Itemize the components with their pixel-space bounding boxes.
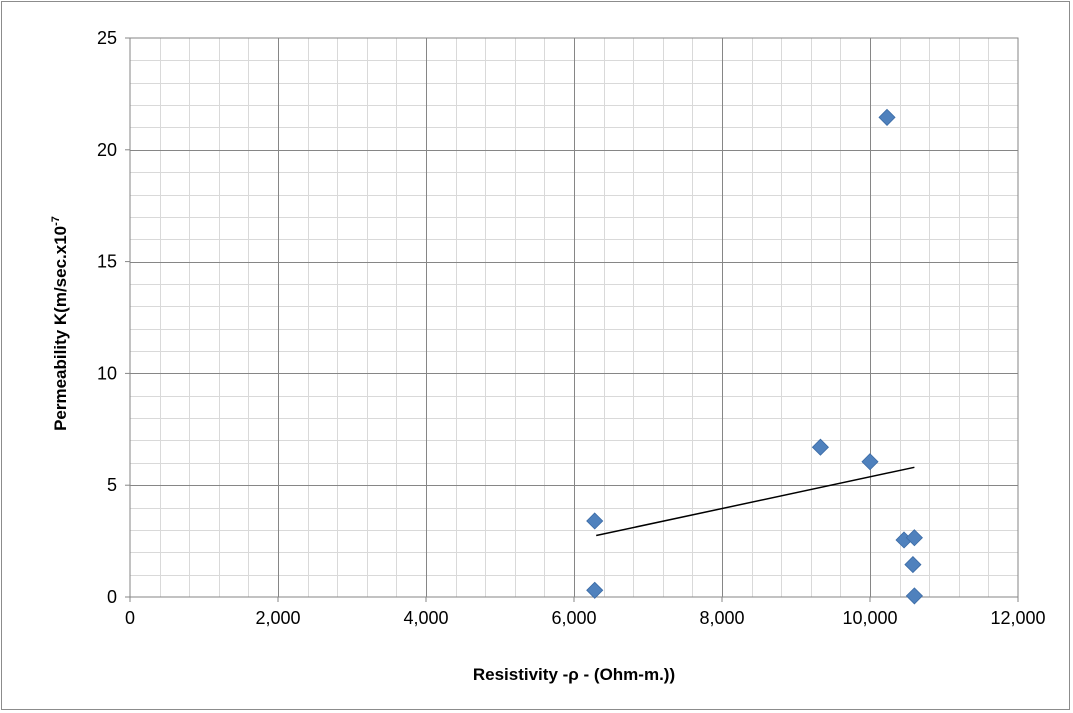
y-tick-label: 25	[97, 28, 117, 48]
x-tick-label: 6,000	[551, 608, 596, 628]
data-point-marker	[905, 529, 923, 547]
y-tick-label: 10	[97, 363, 117, 383]
x-tick-label: 10,000	[842, 608, 897, 628]
data-point-marker	[904, 556, 922, 574]
y-tick-label: 5	[107, 475, 117, 495]
y-tick-label: 0	[107, 587, 117, 607]
data-point-marker	[811, 438, 829, 456]
x-tick-label: 8,000	[699, 608, 744, 628]
x-tick-label: 0	[125, 608, 135, 628]
y-tick-label: 20	[97, 140, 117, 160]
data-point-marker	[878, 108, 896, 126]
x-tick-label: 12,000	[990, 608, 1045, 628]
major-gridlines	[130, 38, 1018, 597]
y-axis-title-main: Permeability K(m/sec.x10	[51, 226, 70, 431]
y-axis-title-superscript: -7	[50, 216, 62, 226]
data-point-marker	[905, 587, 923, 605]
data-point-marker	[586, 512, 604, 530]
trendline-group	[596, 466, 915, 537]
x-tick-label: 2,000	[255, 608, 300, 628]
data-point-marker	[861, 453, 879, 471]
trendline	[596, 466, 915, 537]
y-tick-label: 15	[97, 252, 117, 272]
data-points	[586, 108, 923, 605]
y-axis-ticks: 0 5 10 15 20 25	[97, 28, 130, 607]
x-axis-ticks: 0 2,000 4,000 6,000 8,000 10,000 12,000	[125, 597, 1046, 628]
y-axis-title: Permeability K(m/sec.x10-7	[50, 216, 70, 431]
x-tick-label: 4,000	[403, 608, 448, 628]
data-point-marker	[586, 581, 604, 599]
x-axis-title: Resistivity -ρ - (Ohm-m.))	[473, 665, 675, 684]
